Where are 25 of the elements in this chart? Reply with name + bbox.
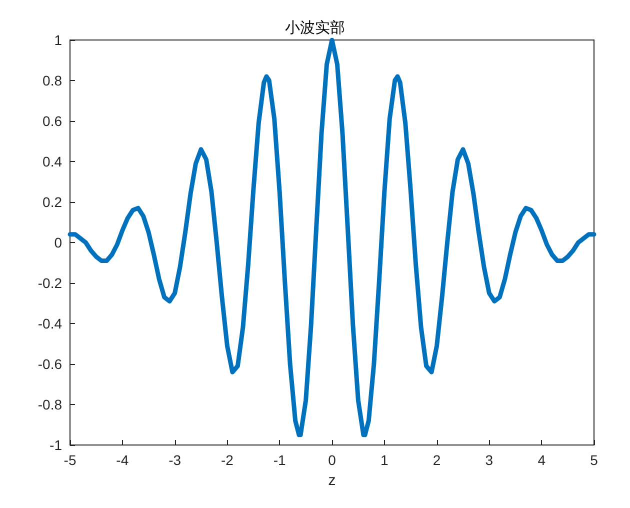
x-tick-label: -3 <box>168 452 182 468</box>
x-tick-label: 2 <box>432 452 441 468</box>
x-tick-label: -4 <box>116 452 129 468</box>
y-tick-label: 0.8 <box>42 72 62 88</box>
x-tick-label: 0 <box>328 452 336 468</box>
x-axis-title: z <box>328 472 336 489</box>
x-tick-label: -1 <box>273 452 286 468</box>
x-tick-label: 4 <box>538 452 546 468</box>
x-tick-label: 1 <box>380 452 388 468</box>
chart-title: 小波实部 <box>285 20 345 36</box>
y-tick-label: -1 <box>50 437 62 453</box>
y-tick-label: 0.2 <box>42 194 62 210</box>
y-tick-label: -0.6 <box>38 356 62 372</box>
x-tick-label: 3 <box>485 452 494 468</box>
y-tick-label: -0.2 <box>38 275 62 291</box>
x-tick-label: -2 <box>220 452 234 468</box>
x-tick-label: -5 <box>64 452 76 468</box>
y-tick-label: 0 <box>54 234 62 250</box>
y-tick-label: -0.4 <box>38 316 62 332</box>
y-tick-label: -0.8 <box>38 396 62 412</box>
y-tick-label: 1 <box>54 32 62 48</box>
y-tick-label: 0.6 <box>42 113 62 129</box>
line-series <box>68 38 596 438</box>
y-tick-label: 0.4 <box>42 154 62 170</box>
x-tick-label: 5 <box>590 452 598 468</box>
